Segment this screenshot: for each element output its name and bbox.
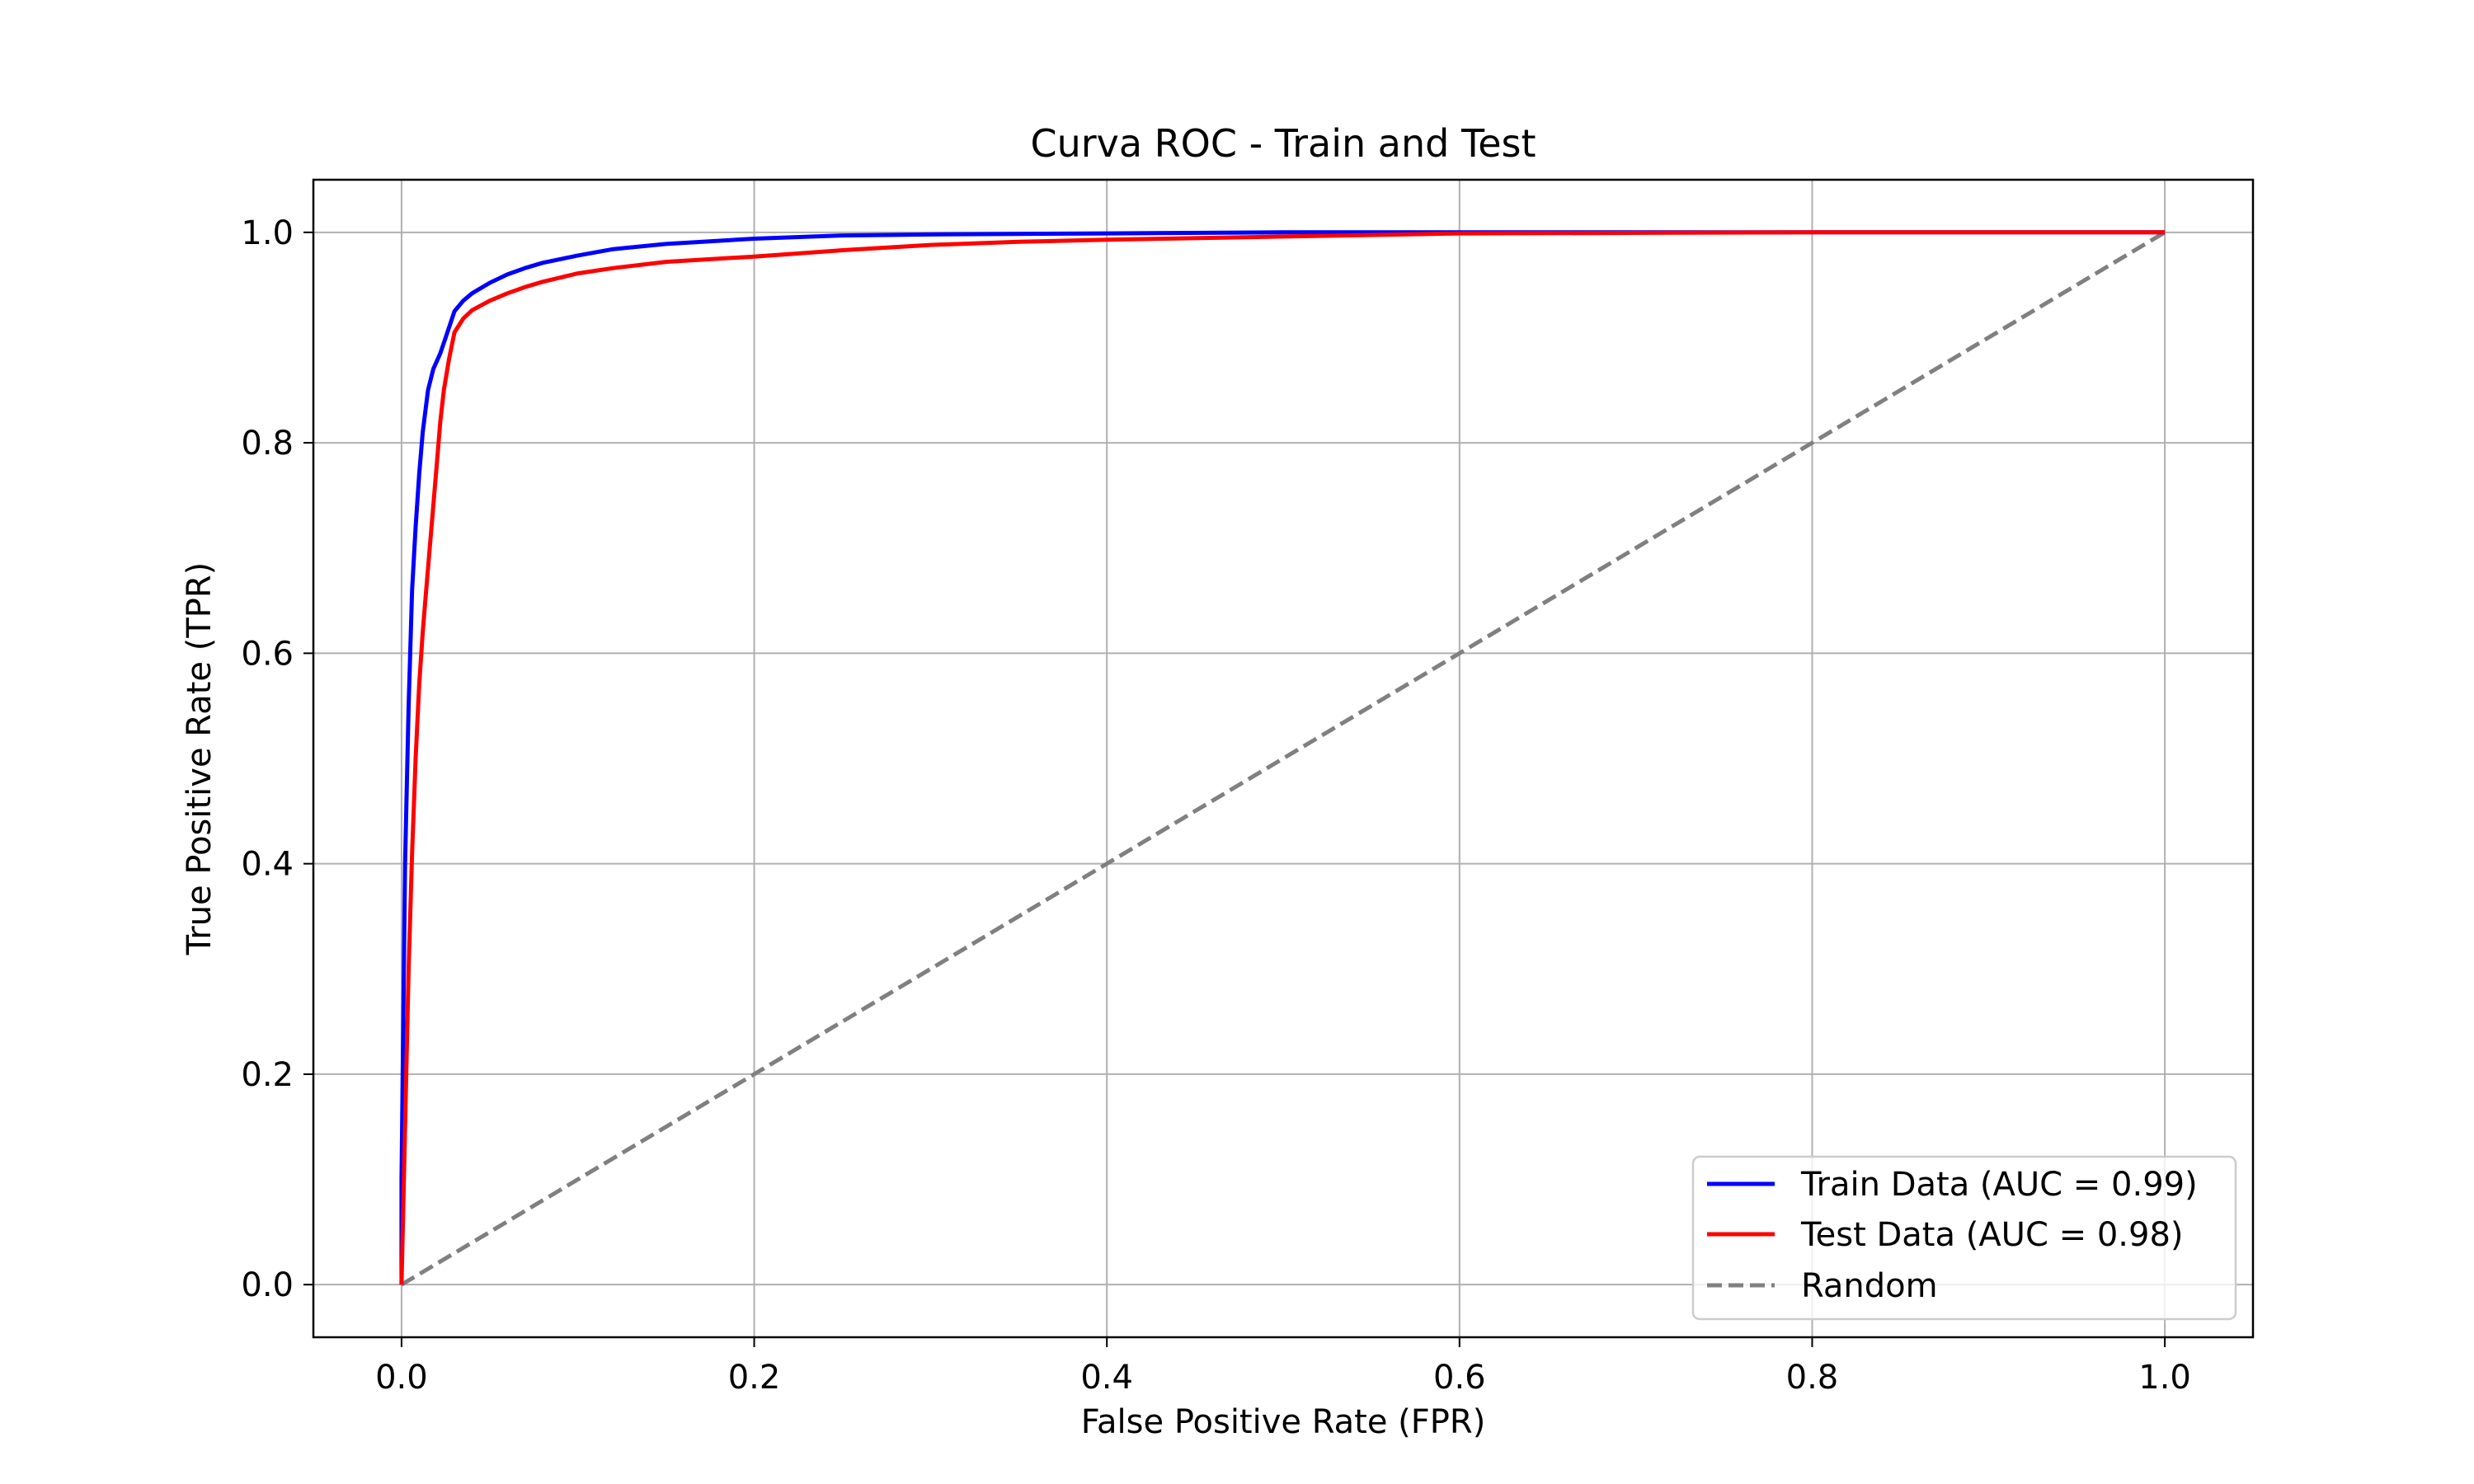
x-tick-label: 0.6 xyxy=(1433,1359,1486,1397)
x-axis-label: False Positive Rate (FPR) xyxy=(1081,1403,1486,1441)
x-tick-label: 0.2 xyxy=(728,1359,781,1397)
legend-box xyxy=(1691,1155,2237,1321)
y-tick-label: 0.6 xyxy=(241,635,294,673)
x-tick-label: 0.8 xyxy=(1786,1359,1839,1397)
legend-label-random: Random xyxy=(1801,1267,1938,1305)
legend-label-test: Test Data (AUC = 0.98) xyxy=(1800,1216,2184,1254)
y-tick-label: 1.0 xyxy=(241,214,294,252)
y-tick-label: 0.8 xyxy=(241,425,294,463)
roc-series xyxy=(399,230,2166,1285)
y-tick-label: 0.4 xyxy=(241,846,294,884)
x-tick-label: 0.0 xyxy=(375,1359,428,1397)
y-tick-label: 0.0 xyxy=(241,1266,294,1304)
legend: Train Data (AUC = 0.99) Test Data (AUC =… xyxy=(1691,1155,2237,1321)
y-tick-label: 0.2 xyxy=(241,1056,294,1094)
x-axis-ticks: 0.0 0.2 0.4 0.6 0.8 1.0 xyxy=(375,1337,2191,1397)
test-data-line xyxy=(399,230,2166,1285)
legend-label-train: Train Data (AUC = 0.99) xyxy=(1800,1166,2198,1204)
chart-title: Curva ROC - Train and Test xyxy=(1030,121,1536,166)
plot-frame xyxy=(312,178,2255,1339)
x-tick-label: 1.0 xyxy=(2138,1359,2191,1397)
train-data-line xyxy=(399,230,2166,1285)
y-axis-label: True Positive Rate (TPR) xyxy=(181,562,219,956)
y-axis-ticks: 0.0 0.2 0.4 0.6 0.8 1.0 xyxy=(241,214,313,1304)
x-tick-label: 0.4 xyxy=(1080,1359,1133,1397)
